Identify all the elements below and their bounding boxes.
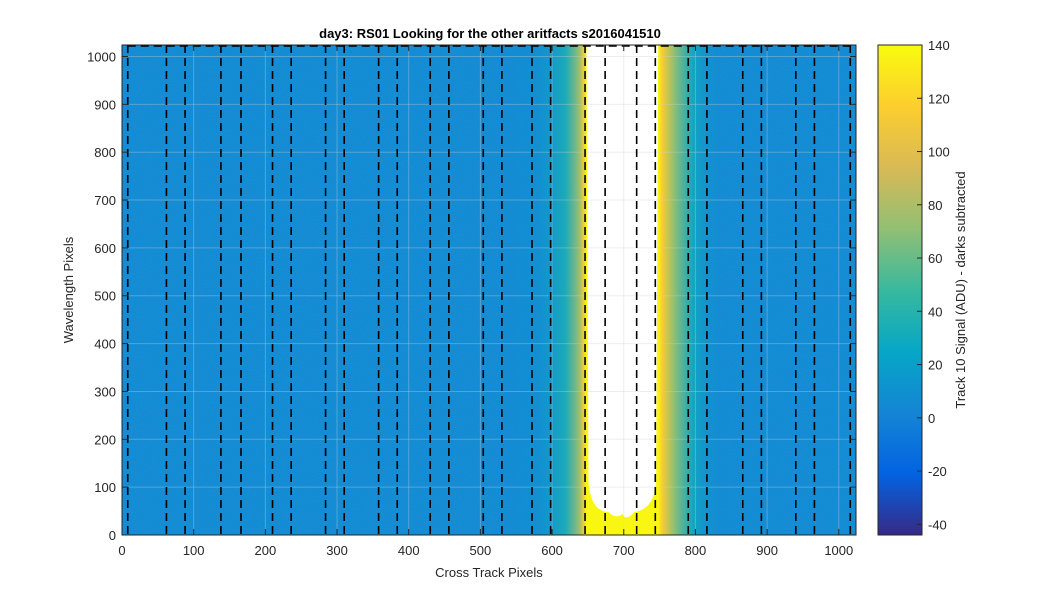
y-tick-label: 700 xyxy=(94,193,116,208)
colorbar-tick-label: -40 xyxy=(928,517,947,532)
y-tick-label: 900 xyxy=(94,97,116,112)
x-tick-label: 1000 xyxy=(824,543,853,558)
x-tick-label: 800 xyxy=(685,543,707,558)
colorbar-tick-label: -20 xyxy=(928,464,947,479)
colorbar-tick-label: 20 xyxy=(928,358,942,373)
grid-lines xyxy=(122,45,856,535)
colorbar-ticks: -40 -20 0 20 40 60 80 100 120 140 xyxy=(917,38,950,532)
y-tick-label: 100 xyxy=(94,480,116,495)
y-tick-label: 400 xyxy=(94,337,116,352)
heatmap-axes: 0 100 200 300 400 500 600 700 800 900 1000 0 100 200… xyxy=(87,44,857,558)
x-tick-label: 700 xyxy=(613,543,635,558)
saturated-region xyxy=(586,45,659,518)
x-tick-label: 600 xyxy=(541,543,563,558)
x-tick-label: 900 xyxy=(756,543,778,558)
y-tick-label: 0 xyxy=(109,528,116,543)
x-tick-label: 100 xyxy=(183,543,205,558)
y-axis-ticks: 0 100 200 300 400 500 600 700 800 900 1000 xyxy=(87,49,856,543)
track-boundaries xyxy=(126,45,852,535)
x-axis-label: Cross Track Pixels xyxy=(435,565,543,580)
chart-title: day3: RS01 Looking for the other aritfac… xyxy=(319,26,661,41)
colorbar-tick-label: 0 xyxy=(928,411,935,426)
x-tick-label: 200 xyxy=(255,543,277,558)
y-axis-label: Wavelength Pixels xyxy=(61,236,76,343)
axes-frame xyxy=(121,44,857,536)
y-tick-label: 600 xyxy=(94,241,116,256)
x-tick-label: 400 xyxy=(398,543,420,558)
x-tick-label: 500 xyxy=(470,543,492,558)
colorbar: -40 -20 0 20 40 60 80 100 120 140 xyxy=(877,38,950,536)
y-tick-label: 200 xyxy=(94,432,116,447)
colorbar-tick-label: 120 xyxy=(928,91,950,106)
y-tick-label: 300 xyxy=(94,384,116,399)
colorbar-gradient xyxy=(877,44,923,536)
colorbar-tick-label: 140 xyxy=(928,38,950,53)
y-tick-label: 500 xyxy=(94,289,116,304)
x-tick-label: 0 xyxy=(118,543,125,558)
colorbar-tick-label: 40 xyxy=(928,304,942,319)
colorbar-label: Track 10 Signal (ADU) - darks subtracted xyxy=(953,171,968,408)
x-axis-ticks: 0 100 200 300 400 500 600 700 800 900 1000 xyxy=(118,45,853,558)
x-tick-label: 300 xyxy=(326,543,348,558)
y-tick-label: 800 xyxy=(94,145,116,160)
colorbar-tick-label: 60 xyxy=(928,251,942,266)
heatmap-noise xyxy=(122,45,856,535)
colorbar-tick-label: 80 xyxy=(928,198,942,213)
y-tick-label: 1000 xyxy=(87,49,116,64)
colorbar-tick-label: 100 xyxy=(928,145,950,160)
